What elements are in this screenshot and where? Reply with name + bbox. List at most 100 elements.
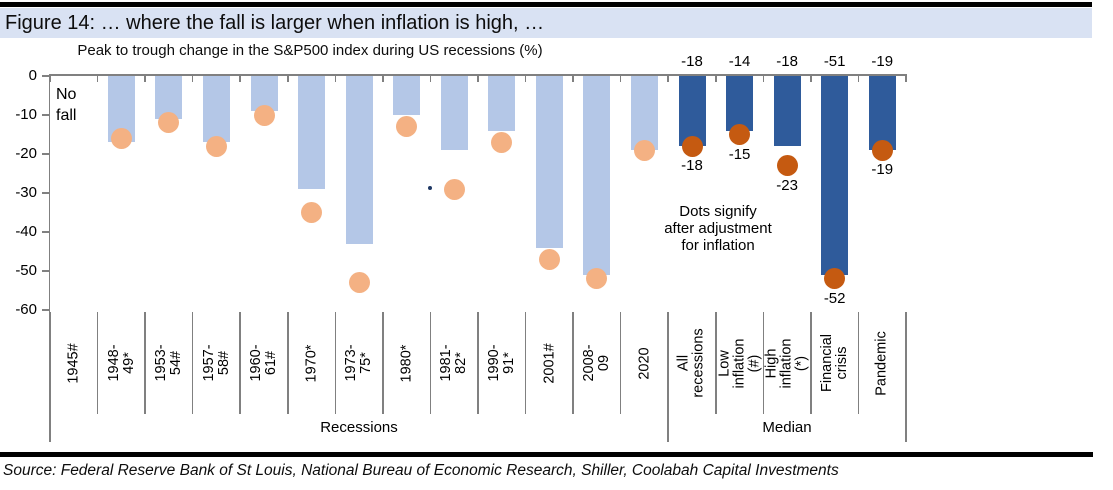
y-tick-label: -30: [15, 184, 37, 201]
category-separator-line: [96, 312, 99, 414]
y-tick: [42, 309, 49, 311]
category-separator-line: [477, 312, 479, 414]
y-tick-label: -40: [15, 223, 37, 240]
recession-bar: [298, 76, 326, 190]
median-dot-value-label: -23: [776, 176, 798, 194]
axis-boundary-tick: [287, 76, 289, 82]
category-label: High inflation (*): [763, 338, 810, 388]
category-label-cell: 1945#: [50, 312, 98, 414]
category-label: 2008-09: [580, 344, 612, 382]
dots-note-line-2: after adjustment: [664, 220, 772, 237]
median-bar: [726, 76, 754, 131]
inflation-adjusted-dot: [633, 139, 655, 161]
inflation-adjusted-dot: [348, 272, 370, 294]
axis-boundary-tick: [334, 76, 337, 82]
axis-boundary-tick: [239, 76, 241, 82]
y-tick-label: -10: [15, 106, 37, 123]
inflation-adjusted-dot: [729, 124, 751, 145]
zero-axis-line: [50, 74, 907, 76]
y-tick: [42, 231, 49, 233]
median-bar-value-label: -14: [728, 53, 751, 70]
category-separator-line: [762, 312, 765, 414]
inflation-adjusted-dot: [824, 268, 846, 290]
y-axis-spine: [48, 74, 50, 442]
category-separator-line: [334, 312, 337, 414]
recession-bar: [630, 76, 658, 151]
category-label-cell: 1990-91*: [478, 312, 526, 414]
axis-boundary-tick: [144, 76, 146, 82]
category-label: 2001#: [540, 342, 557, 384]
category-label: Financial crisis: [818, 333, 850, 393]
category-label-cell: Financial crisis: [811, 312, 859, 414]
recession-bar: [393, 76, 421, 115]
category-separator-line: [239, 312, 241, 414]
category-label-cell: All recessions: [668, 312, 716, 414]
inflation-adjusted-dot: [396, 116, 418, 138]
category-label: 2020: [635, 346, 652, 380]
y-tick-label: 0: [28, 67, 37, 84]
group-label-median: Median: [762, 419, 812, 436]
category-label: All recessions: [676, 328, 707, 398]
axis-boundary-tick: [572, 76, 574, 82]
inflation-adjusted-dot: [776, 155, 798, 177]
category-label-cell: 1948-49*: [98, 312, 146, 414]
median-dot-value-label: -15: [728, 145, 751, 163]
inflation-adjusted-dot: [110, 127, 132, 149]
dots-note-line-3: for inflation: [681, 237, 755, 254]
axis-boundary-tick: [810, 76, 812, 82]
recession-bar: [583, 76, 611, 275]
median-bar-value-label: -51: [823, 53, 846, 70]
category-separator-line: [382, 312, 384, 414]
median-dot-value-label: -52: [823, 289, 846, 307]
category-label-cell: 1953-54#: [145, 312, 193, 414]
no-fall-line-2: fall: [56, 107, 77, 124]
median-bar-value-label: -19: [871, 53, 894, 70]
category-label-cell: 2008-09: [573, 312, 621, 414]
axis-boundary-tick: [667, 76, 669, 82]
category-label: 1981-82*: [438, 344, 470, 382]
recession-bar: [488, 76, 516, 131]
category-label: 1953-54#: [152, 344, 184, 382]
category-separator-line: [429, 312, 432, 414]
stray-mark: [428, 186, 432, 190]
inflation-adjusted-dot: [443, 178, 465, 200]
recession-bar: [440, 76, 468, 151]
recession-bar: [155, 76, 183, 119]
category-label-cell: 2001#: [526, 312, 574, 414]
category-label: 1945#: [65, 342, 82, 384]
inflation-adjusted-dot: [538, 248, 560, 270]
figure-title: Figure 14: … where the fall is larger wh…: [5, 12, 545, 34]
axis-boundary-tick: [857, 76, 860, 82]
axis-boundary-tick: [382, 76, 384, 82]
recession-bar: [535, 76, 563, 248]
category-label-cell: Low inflation (#): [716, 312, 764, 414]
recession-bar: [345, 76, 373, 244]
inflation-adjusted-dot: [301, 202, 323, 223]
median-bar: [773, 76, 801, 147]
bottom-rule: [0, 452, 1093, 457]
axis-boundary-tick: [477, 76, 479, 82]
inflation-adjusted-dot: [871, 139, 893, 161]
inflation-adjusted-dot: [491, 131, 513, 153]
category-separator-line: [810, 312, 812, 414]
y-tick: [42, 270, 49, 272]
median-bar-value-label: -18: [681, 53, 703, 70]
median-bar-value-label: -18: [776, 53, 798, 70]
axis-boundary-tick: [96, 76, 99, 82]
category-separator-line: [715, 312, 717, 414]
category-label: 1973-75*: [343, 344, 375, 382]
category-separator-line: [572, 312, 574, 414]
category-separator-line: [619, 312, 622, 414]
median-dot-value-label: -19: [871, 161, 894, 179]
category-separator-line: [49, 312, 51, 414]
category-label-cell: 1981-82*: [430, 312, 478, 414]
group-band-line: [905, 414, 907, 442]
category-separator-line: [667, 312, 669, 414]
inflation-adjusted-dot: [253, 104, 275, 126]
dots-note-line-1: Dots signify: [679, 203, 757, 220]
group-band-line: [667, 414, 669, 442]
figure-title-bar: Figure 14: … where the fall is larger wh…: [0, 8, 1092, 38]
y-tick-label: -20: [15, 145, 37, 162]
category-separator-line: [905, 312, 907, 414]
